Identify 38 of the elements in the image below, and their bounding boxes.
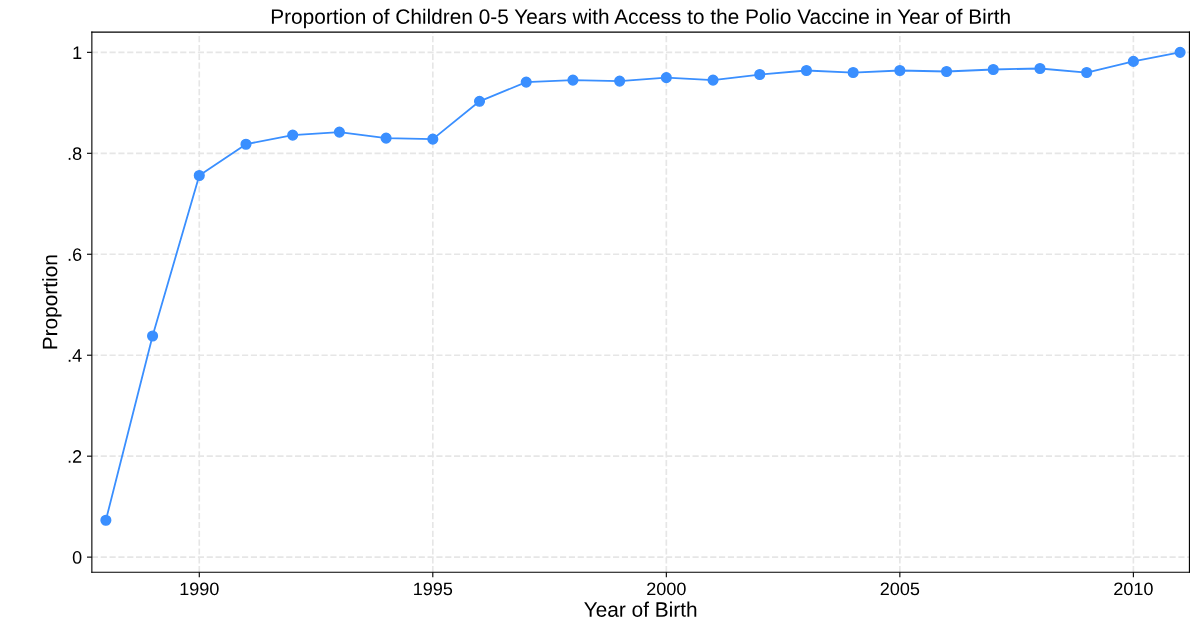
y-tick-label: .6: [68, 248, 82, 261]
point: [427, 133, 439, 145]
point: [100, 514, 112, 526]
point: [333, 126, 345, 138]
y-tick-label: .4: [68, 349, 82, 362]
x-tick-label: 1995: [414, 582, 453, 596]
y-tick-label: .2: [68, 450, 82, 463]
point: [520, 76, 532, 88]
y-axis-title: Proportion: [42, 255, 62, 349]
point: [987, 63, 999, 76]
point: [1174, 46, 1186, 58]
point: [614, 75, 626, 87]
x-tick-label: 2005: [880, 582, 920, 596]
y-tick-label: 0: [72, 551, 82, 564]
point: [660, 72, 672, 84]
point: [1127, 55, 1139, 67]
point: [707, 74, 719, 86]
point: [847, 66, 859, 79]
y-tick-label: .8: [68, 147, 82, 161]
point: [1034, 62, 1046, 75]
point: [240, 138, 252, 150]
point: [1081, 66, 1093, 79]
point: [941, 65, 953, 78]
point: [193, 169, 205, 182]
point: [287, 129, 299, 141]
point: [754, 68, 766, 81]
point: [894, 64, 906, 77]
point: [567, 74, 579, 86]
chart-title: Proportion of Children 0-5 Years with Access to the Polio Vaccine in Year of Birth: [271, 8, 1010, 29]
point: [380, 132, 392, 144]
x-tick-label: 2000: [647, 582, 686, 596]
point: [147, 330, 159, 342]
x-tick-label: 1990: [180, 582, 219, 596]
point: [800, 64, 812, 77]
x-axis-title: Year of Birth: [584, 601, 697, 617]
y-tick-label: 1: [73, 46, 82, 59]
point: [473, 95, 486, 107]
x-tick-label: 2010: [1114, 582, 1153, 596]
